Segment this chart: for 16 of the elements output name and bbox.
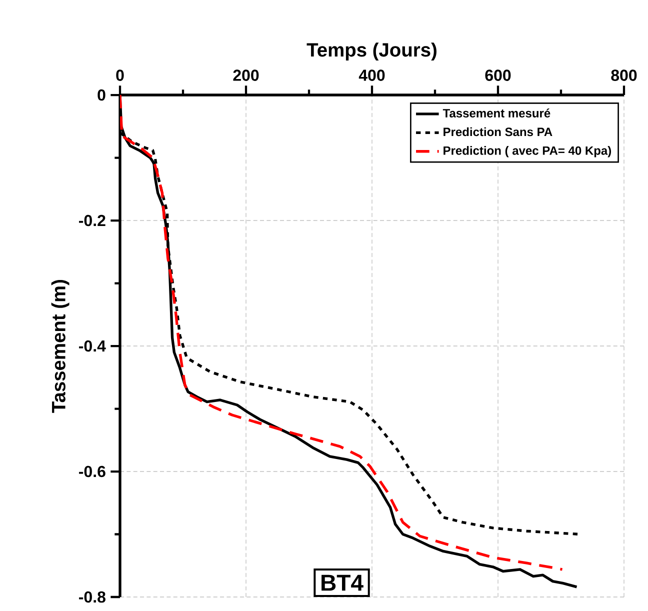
x-axis-title: Temps (Jours) — [306, 42, 436, 60]
x-tick-label: 800 — [611, 70, 637, 81]
y-tick-label: -0.8 — [79, 591, 106, 603]
legend-label: Prediction Sans PA — [444, 127, 552, 136]
x-tick-label: 200 — [233, 70, 259, 81]
y-tick-label: -0.2 — [79, 214, 106, 226]
y-tick-label: -0.4 — [79, 340, 106, 352]
x-tick-label: 0 — [116, 70, 124, 81]
legend-label: Prediction ( avec PA= 40 Kpa) — [444, 146, 612, 158]
y-tick-label: 0 — [98, 89, 106, 101]
x-tick-label: 600 — [485, 70, 511, 81]
x-tick-label: 400 — [358, 70, 385, 81]
annotation: BT4 — [322, 574, 364, 591]
legend-label: Tassement mesuré — [442, 108, 550, 118]
y-tick-label: -0.6 — [79, 466, 106, 478]
y-axis-title: Tassement (m) — [51, 280, 70, 413]
